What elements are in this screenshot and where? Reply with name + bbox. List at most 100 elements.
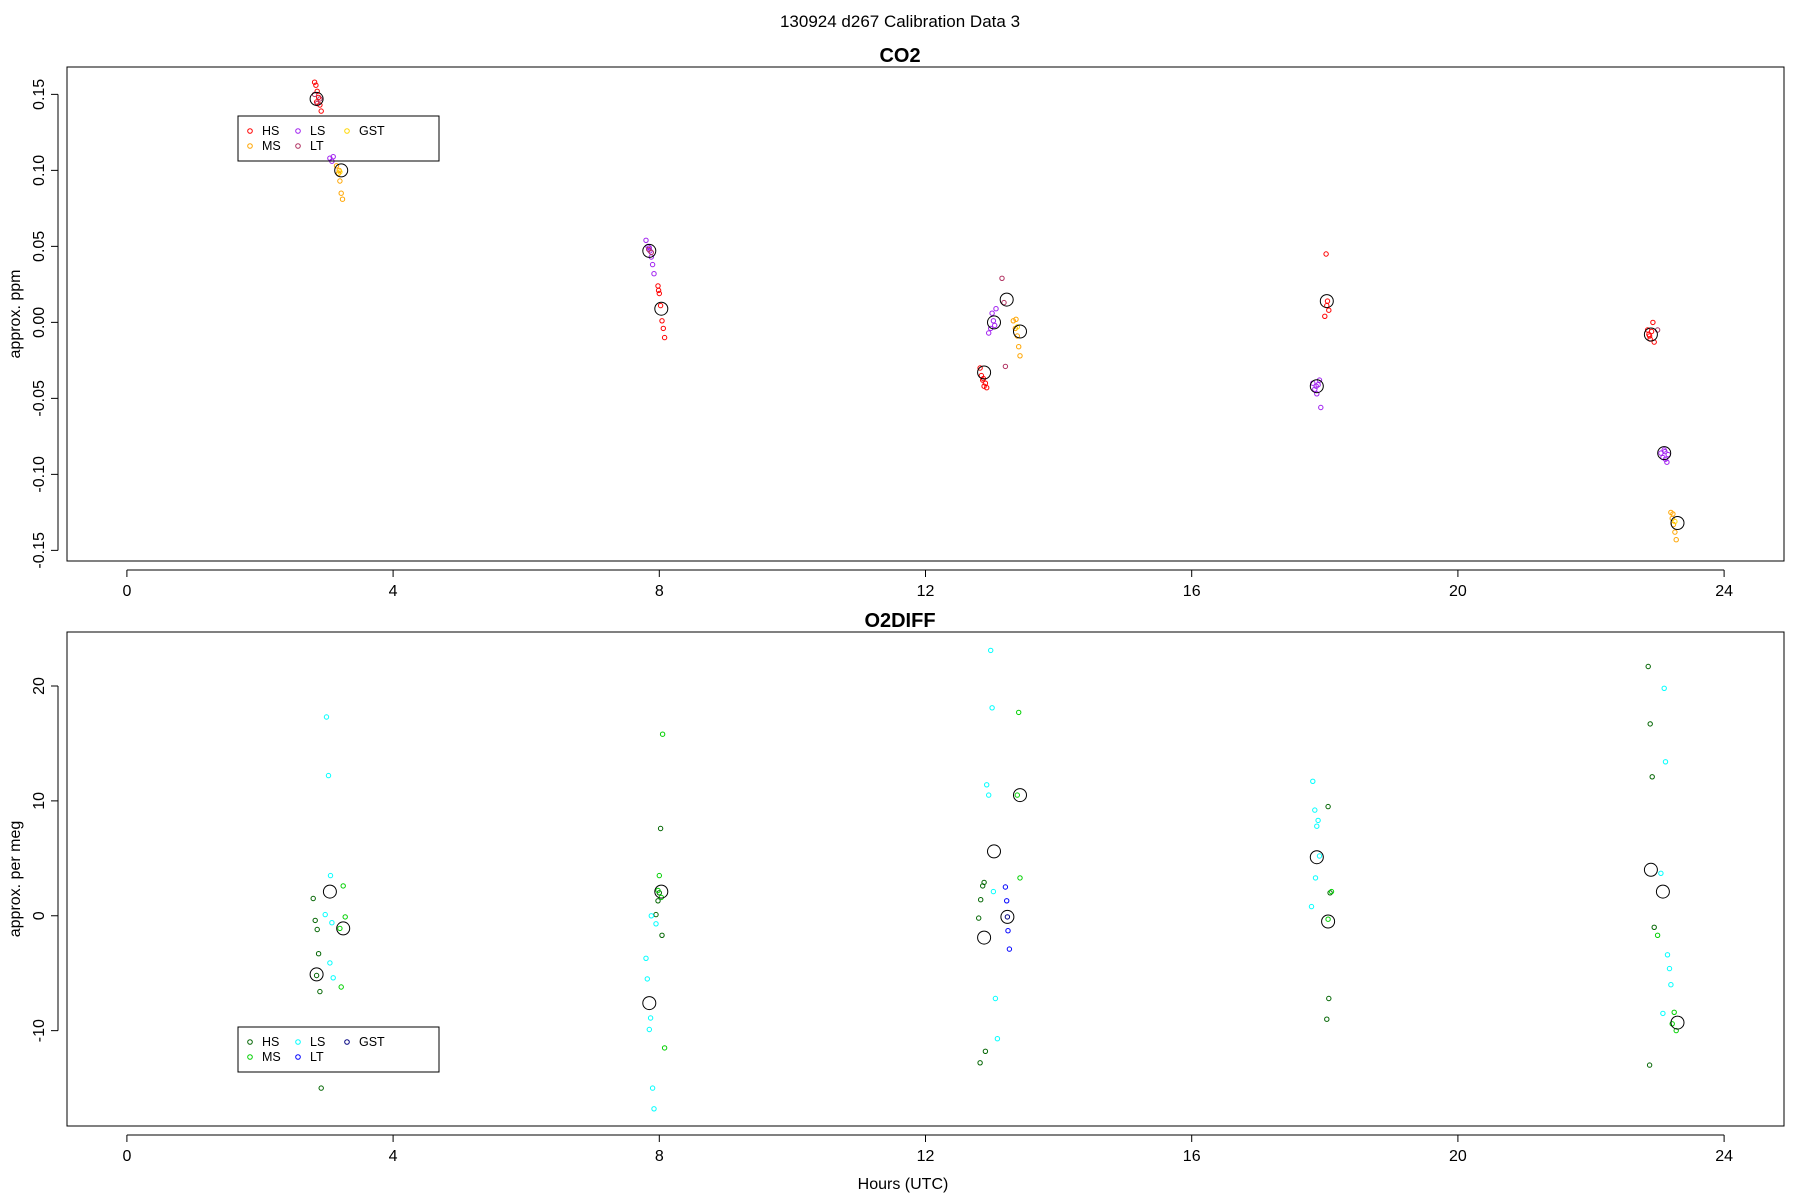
co2-point-gst: [337, 169, 343, 175]
co2-point-mean: [1643, 327, 1658, 342]
o2diff-point-ms: [655, 887, 661, 894]
o2diff-legend-gst: GST: [359, 1035, 385, 1049]
o2diff-point-mean: [654, 884, 669, 899]
co2-panel-title: CO2: [879, 45, 920, 67]
co2-point-ls: [1318, 404, 1324, 411]
co2-point-ms: [1013, 316, 1019, 322]
o2diff-legend-ms-marker: [247, 1054, 253, 1060]
o2diff-point-ls: [649, 1085, 656, 1091]
o2diff-point-hs: [310, 895, 316, 902]
co2-point-ms: [339, 196, 346, 202]
o2diff-x-tick-label: 4: [389, 1148, 398, 1165]
o2diff-point-lt: [1006, 946, 1013, 952]
o2diff-point-ls: [990, 888, 997, 895]
o2diff-point-ms: [1016, 709, 1022, 716]
co2-point-lt: [648, 249, 654, 256]
co2-point-mean: [1013, 324, 1027, 339]
o2diff-point-hs: [314, 926, 320, 933]
o2diff-points: [309, 647, 1685, 1112]
o2diff-point-ls: [1315, 817, 1321, 824]
o2diff-point-ls: [329, 920, 335, 926]
o2diff-point-ls: [1662, 759, 1669, 765]
o2diff-point-ls: [653, 921, 659, 927]
co2-point-hs: [656, 290, 662, 297]
o2diff-point-ls: [651, 1106, 657, 1112]
co2-legend-ms-marker: [247, 143, 253, 149]
co2-point-mean: [1309, 379, 1324, 394]
co2-point-gst: [1672, 518, 1678, 525]
figure-suptitle: 130924 d267 Calibration Data 3: [780, 12, 1020, 31]
co2-point-ls: [990, 318, 997, 324]
co2-legend-hs: HS: [262, 124, 279, 138]
o2diff-point-mean: [642, 996, 657, 1011]
co2-point-mean: [654, 301, 669, 316]
o2diff-x-tick-label: 20: [1449, 1148, 1467, 1165]
co2-point-ls: [647, 248, 653, 254]
o2diff-point-hs: [1324, 1016, 1330, 1022]
o2diff-point-ls: [1312, 875, 1319, 881]
co2-legend-ms: MS: [262, 139, 281, 153]
co2-x-tick-label: 24: [1715, 583, 1733, 600]
o2diff-x-tick-label: 24: [1715, 1148, 1733, 1165]
o2diff-point-ls: [986, 792, 992, 798]
co2-point-hs: [655, 287, 662, 294]
o2diff-legend-hs-marker: [247, 1039, 253, 1045]
co2-point-ms: [1010, 318, 1016, 324]
co2-point-ls: [993, 306, 999, 312]
co2-point-ms: [333, 163, 340, 169]
co2-point-ls: [989, 310, 995, 316]
o2diff-point-ms: [656, 872, 662, 879]
co2-point-lt: [1001, 299, 1007, 306]
x-axis-label: Hours (UTC): [858, 1176, 949, 1193]
o2diff-point-hs: [318, 1085, 324, 1091]
co2-point-ls: [1662, 448, 1668, 455]
o2diff-point-ls: [1312, 807, 1318, 813]
o2diff-panel: O2DIFF approx. per meg Hours (UTC) 0 4 8 12…: [7, 610, 1785, 1193]
o2diff-legend-gst-marker: [344, 1039, 350, 1045]
co2-point-ms: [1670, 511, 1676, 517]
o2diff-point-ms: [1654, 932, 1661, 938]
co2-y-axis-label: approx. ppm: [7, 270, 24, 359]
o2diff-point-ls: [325, 772, 332, 779]
co2-y-tick-label: -0.05: [31, 380, 48, 417]
co2-point-mean: [642, 243, 657, 258]
o2diff-point-hs: [659, 932, 665, 938]
o2diff-plot-frame: [66, 631, 1785, 1127]
o2diff-point-ms: [1017, 875, 1023, 881]
o2diff-point-lt: [1004, 898, 1010, 904]
o2diff-legend-lt-marker: [295, 1054, 301, 1060]
o2diff-point-ls: [327, 960, 333, 966]
o2diff-y-axis-label: approx. per meg: [7, 821, 24, 938]
o2diff-point-lt: [1002, 884, 1009, 890]
co2-point-ms: [335, 170, 342, 177]
co2-point-mean: [309, 91, 324, 106]
co2-legend: HS MS LS LT GST: [237, 115, 440, 162]
o2diff-point-ms: [1014, 792, 1020, 798]
o2diff-legend-hs: HS: [262, 1035, 279, 1049]
co2-x-tick-label: 0: [122, 583, 131, 600]
o2diff-point-ls: [327, 872, 334, 879]
o2diff-point-mean: [1000, 909, 1015, 924]
o2diff-point-ls: [323, 714, 330, 720]
co2-point-mean: [1670, 516, 1685, 530]
co2-x-tick-label: 20: [1449, 583, 1467, 600]
o2diff-point-hs: [1649, 774, 1655, 780]
o2diff-point-hs: [317, 988, 323, 995]
o2diff-point-ls: [1658, 870, 1664, 876]
co2-panel: CO2 approx. ppm 0 4 8 12 16 20 24 -0.15 -0.10 -0.…: [7, 45, 1785, 600]
co2-y-tick-label: 0.05: [31, 231, 48, 262]
co2-x-tick-label: 8: [655, 583, 664, 600]
o2diff-y-tick-label: -10: [31, 1019, 48, 1042]
o2diff-point-ms: [1328, 888, 1335, 895]
o2diff-point-hs: [1645, 663, 1651, 670]
o2diff-point-ls: [984, 782, 990, 788]
o2diff-point-ls: [1314, 823, 1320, 829]
o2diff-point-hs: [976, 915, 982, 921]
o2diff-point-mean: [1643, 862, 1658, 877]
co2-point-hs: [984, 385, 990, 391]
co2-legend-ls: LS: [310, 124, 325, 138]
o2diff-point-hs: [313, 972, 320, 979]
co2-point-ls: [330, 154, 336, 160]
co2-point-ls: [986, 330, 992, 336]
co2-legend-ls-marker: [295, 128, 301, 134]
